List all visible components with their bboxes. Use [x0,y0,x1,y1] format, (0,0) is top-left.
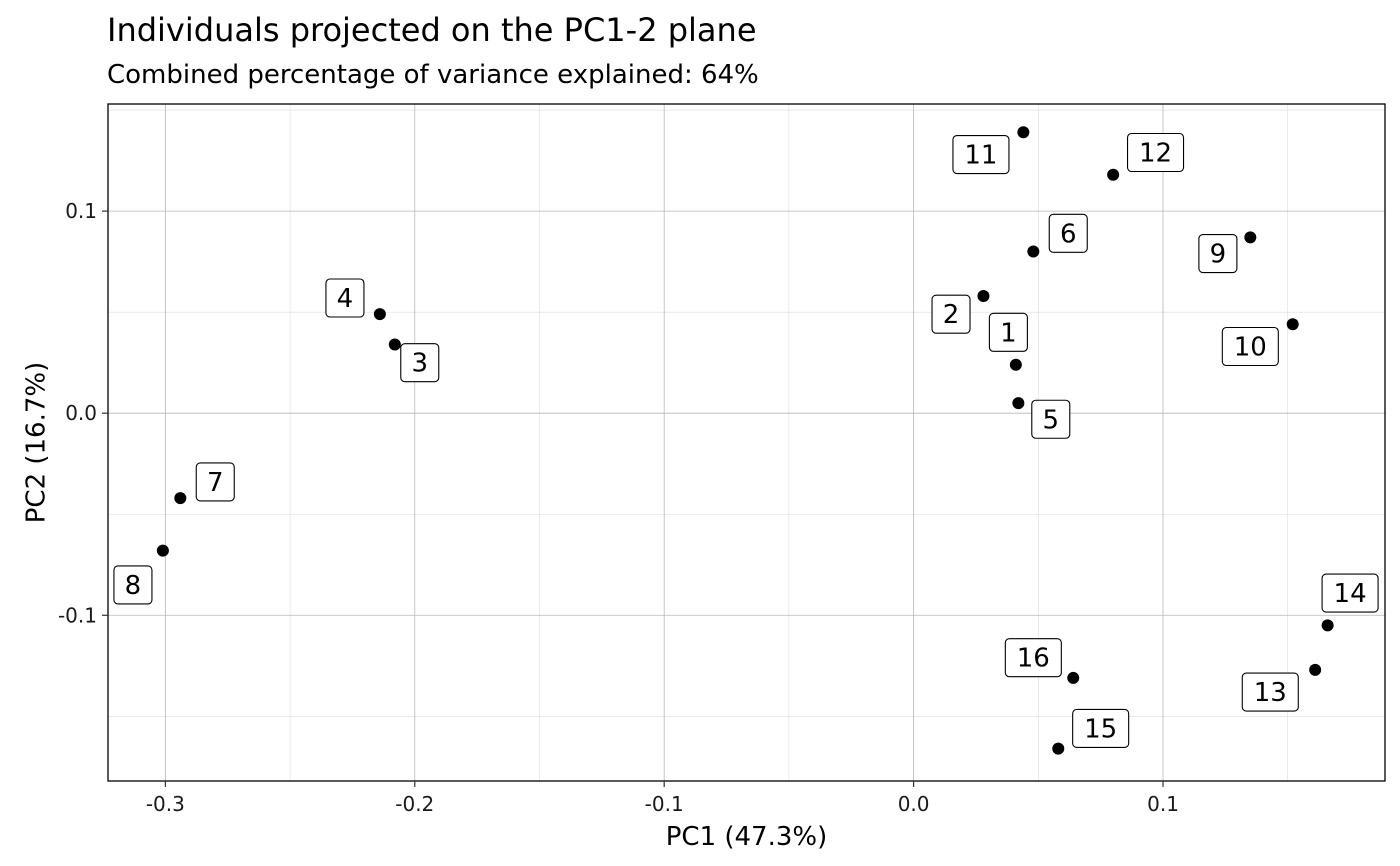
point-label: 3 [400,343,440,383]
point-label-text: 8 [125,571,142,601]
data-point [1012,397,1025,410]
data-point [1067,671,1080,684]
point-label-text: 10 [1234,333,1267,363]
point-label-box [195,462,235,502]
point-label-box [952,134,1010,175]
point-label: 15 [1072,708,1130,749]
point-label: 11 [952,134,1010,175]
point-label-box [113,565,153,605]
data-point [388,338,401,351]
y-tick-label: 0.1 [65,199,97,223]
point-label-box [1004,638,1062,678]
data-point [1027,245,1040,258]
point-label: 10 [1221,326,1279,367]
point-label-text: 11 [964,141,997,171]
x-tick-label: -0.2 [395,792,434,816]
point-label: 1 [988,312,1028,352]
point-label-box [1321,573,1379,613]
data-point [1244,231,1257,244]
y-tick-label: -0.1 [58,603,97,627]
data-point [156,544,169,557]
point-label-text: 2 [943,300,960,330]
point-label-box [1241,672,1299,712]
point-label-box [988,312,1028,352]
point-label: 7 [195,462,235,502]
point-label-text: 4 [337,284,354,314]
data-point [1107,168,1120,181]
x-tick-label: -0.3 [146,792,185,816]
data-point [1009,358,1022,371]
point-label-text: 3 [411,349,428,379]
point-label-box [1072,708,1130,749]
point-label: 2 [931,294,971,334]
x-tick-label: -0.1 [645,792,684,816]
data-point [1052,742,1065,755]
point-label: 8 [113,565,153,605]
point-label-box [1221,326,1279,367]
point-label: 4 [325,278,365,318]
x-axis-title: PC1 (47.3%) [666,822,828,852]
data-point [1286,318,1299,331]
point-label-box [931,294,971,334]
point-label-box [1048,213,1088,253]
point-label-text: 9 [1210,240,1227,270]
point-label: 14 [1321,573,1379,613]
y-axis-ticks: -0.1 0.0 0.1 [58,199,108,627]
x-tick-label: 0.1 [1147,792,1179,816]
point-label: 5 [1031,399,1071,439]
data-points [156,126,1334,755]
data-point [977,289,990,302]
point-label: 6 [1048,213,1088,253]
y-axis-title: PC2 (16.7%) [22,362,52,524]
point-label-text: 12 [1139,139,1172,169]
point-label-box [1198,233,1238,274]
data-point [1309,663,1322,676]
y-tick-label: 0.0 [65,401,97,425]
point-label-text: 1 [1000,318,1017,348]
point-label-text: 7 [207,468,224,498]
point-label: 16 [1004,638,1062,678]
chart-subtitle: Combined percentage of variance explaine… [107,60,759,90]
point-label-text: 14 [1334,579,1367,609]
x-tick-label: 0.0 [898,792,930,816]
point-label-box [400,343,440,383]
point-label: 12 [1126,132,1185,173]
data-point [174,492,187,505]
point-label-box [1126,132,1185,173]
point-label-text: 13 [1254,678,1287,708]
data-point [373,308,386,321]
point-label-text: 15 [1084,714,1117,744]
point-label: 13 [1241,672,1299,712]
grid [108,104,1385,781]
chart-title: Individuals projected on the PC1-2 plane [107,11,757,49]
data-point [1321,619,1334,632]
point-label-box [1031,399,1071,439]
point-label-text: 5 [1043,405,1060,435]
point-label-box [325,278,365,318]
point-label: 9 [1198,233,1238,274]
point-label-text: 6 [1060,219,1077,249]
data-point [1017,126,1030,139]
plot-panel [107,103,1386,782]
x-axis-ticks: -0.3 -0.2 -0.1 0.0 0.1 [146,781,1179,816]
point-label-text: 16 [1017,644,1050,674]
